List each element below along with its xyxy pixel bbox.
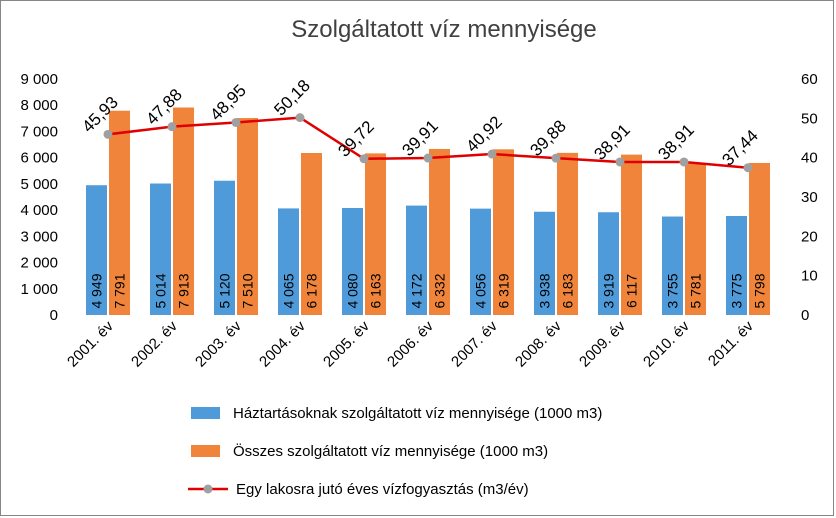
bar-household [86,185,107,315]
y-left-tick-label: 7 000 [20,123,58,140]
plot-area: 0 1 000 2 000 3 000 4 000 5 000 6 000 7 000 8 00… [20,71,817,371]
y-left-tick-label: 5 000 [20,176,58,193]
line-data-label: 50,18 [270,76,314,120]
bar-household [214,180,235,315]
bar-data-label: 4 056 [473,273,489,308]
bar-data-label: 3 755 [665,273,681,308]
line-marker [615,157,625,167]
bar-data-label: 5 798 [752,273,768,308]
bar-total [109,110,130,315]
y-right-tick-label: 60 [801,71,818,88]
bar-household [662,216,683,315]
bar-household [278,208,299,315]
legend-label: Összes szolgáltatott víz mennyisége (100… [233,442,548,460]
bar-total [173,107,194,315]
bar-total [429,148,450,315]
bar-data-label: 7 913 [176,273,192,308]
x-category-label: 2003. év [192,317,245,370]
y-right-tick-label: 50 [801,110,818,127]
line-marker [551,153,561,163]
bar-data-label: 6 332 [432,273,448,308]
bar-total [301,152,322,315]
line-marker [103,129,113,139]
bar-data-label: 6 117 [624,274,640,308]
bar-total [557,152,578,315]
bar-data-label: 4 080 [345,273,361,308]
bar-household [406,205,427,315]
y-left-tick-label: 0 [50,307,58,324]
bar-data-label: 7 510 [240,273,256,308]
y-left-tick-label: 1 000 [20,281,58,298]
y-left-tick-label: 9 000 [20,71,58,88]
x-category-label: 2010. év [640,317,693,370]
x-category-label: 2001. év [64,317,117,370]
bar-household [598,212,619,315]
legend: Háztartásoknak szolgáltatott víz mennyis… [188,405,602,498]
y-right-tick-label: 30 [801,189,818,206]
line-marker [743,163,753,173]
bar-total [685,163,706,315]
line-marker [487,149,497,159]
bar-data-label: 5 120 [217,273,233,308]
bar-data-label: 4 065 [281,273,297,308]
bar-data-label: 6 163 [368,273,384,308]
x-category-label: 2011. év [705,317,757,369]
bar-data-label: 7 791 [112,273,128,308]
x-category-label: 2004. év [256,317,309,370]
legend-swatch-total [191,445,220,457]
line-marker [423,153,433,163]
y-right-tick-label: 10 [801,268,818,285]
legend-label: Egy lakosra jutó éves vízfogyasztás (m3/… [236,481,529,498]
bar-data-label: 4 949 [89,273,105,308]
bar-data-label: 6 183 [560,273,576,308]
x-category-label: 2002. év [128,317,181,370]
y-right-tick-label: 40 [801,150,818,167]
y-right-tick-label: 0 [801,307,809,324]
y-left-tick-label: 2 000 [20,255,58,272]
legend-marker-icon [203,484,213,494]
y-left-tick-label: 4 000 [20,202,58,219]
bar-household [150,183,171,315]
line-marker [679,157,689,167]
bar-data-label: 3 938 [537,273,553,308]
line-marker [295,113,305,123]
x-category-label: 2005. év [320,317,373,370]
y-right-tick-label: 20 [801,228,818,245]
bar-household [534,211,555,315]
line-marker [167,122,177,132]
line-data-label: 48,95 [206,81,250,125]
bar-household [726,216,747,315]
chart-title: Szolgáltatott víz mennyisége [291,16,597,43]
legend-label: Háztartásoknak szolgáltatott víz mennyis… [233,405,602,422]
bar-total [365,153,386,315]
legend-swatch-household [191,407,220,419]
x-category-label: 2006. év [384,317,437,370]
bar-data-label: 6 178 [304,273,320,308]
bar-data-label: 4 172 [409,273,425,308]
bar-total [493,149,514,315]
bar-household [470,208,491,315]
bar-data-label: 5 014 [153,273,169,308]
bar-total [749,162,770,315]
line-data-label: 38,91 [654,120,698,164]
y-left-tick-label: 8 000 [20,97,58,114]
bar-total [237,118,258,316]
bar-data-label: 5 781 [688,273,704,308]
bar-total [621,154,642,315]
y-left-tick-label: 6 000 [20,150,58,167]
bar-data-label: 3 775 [729,273,745,308]
line-marker [231,117,241,127]
y-left-tick-label: 3 000 [20,228,58,245]
bar-household [342,208,363,315]
x-category-label: 2008. év [512,317,565,370]
bar-data-label: 6 319 [496,273,512,308]
x-category-label: 2009. év [576,317,629,370]
x-category-label: 2007. év [448,317,501,370]
bar-data-label: 3 919 [601,273,617,308]
line-marker [359,154,369,164]
